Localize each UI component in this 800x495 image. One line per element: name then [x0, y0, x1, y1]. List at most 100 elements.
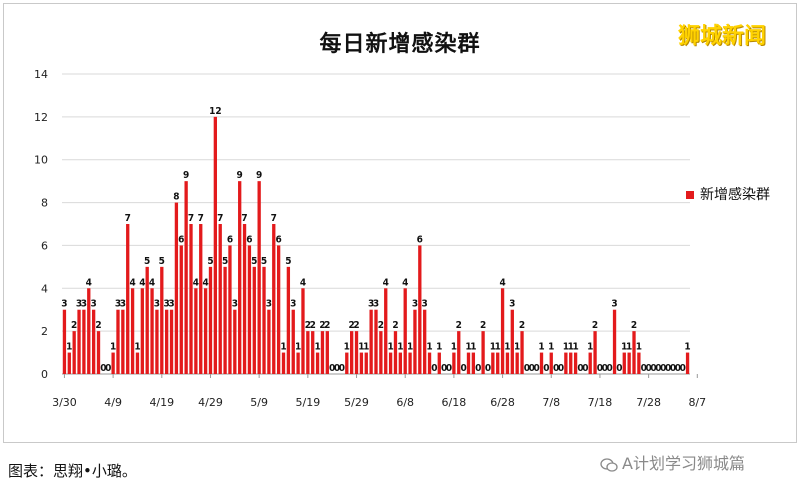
bar: [218, 224, 222, 374]
bar: [384, 288, 388, 374]
x-tick-label: 7/28: [636, 396, 661, 409]
x-tick-label: 7/18: [588, 396, 613, 409]
bar: [510, 309, 514, 374]
bar: [67, 352, 71, 374]
data-label: 2: [378, 320, 384, 331]
data-label: 0: [616, 363, 622, 374]
bar: [77, 309, 81, 374]
bar: [612, 309, 617, 374]
data-label: 3: [422, 299, 428, 310]
bar: [213, 116, 218, 374]
bar: [140, 288, 144, 374]
data-label: 1: [407, 342, 413, 353]
bar: [457, 331, 461, 374]
bar: [257, 181, 261, 374]
bar: [588, 352, 592, 374]
x-tick-label: 6/28: [490, 396, 515, 409]
bar: [685, 352, 690, 374]
y-tick-label: 2: [41, 325, 48, 338]
bar: [539, 352, 544, 374]
x-tick-label: 5/19: [295, 396, 320, 409]
bar: [208, 266, 213, 374]
y-tick-label: 8: [41, 197, 48, 210]
data-label: 2: [319, 320, 325, 331]
data-label: 0: [675, 363, 681, 374]
data-label: 1: [280, 342, 286, 353]
bar: [296, 352, 300, 374]
data-label: 1: [470, 342, 476, 353]
x-tick-label: 6/18: [442, 396, 467, 409]
bar: [627, 352, 631, 374]
data-label: 0: [650, 363, 656, 374]
bar: [364, 352, 368, 374]
x-tick-label: 4/9: [104, 396, 122, 409]
bar: [82, 309, 86, 374]
data-label: 0: [485, 363, 491, 374]
bar: [354, 331, 359, 374]
data-label: 1: [504, 342, 510, 353]
data-label: 3: [290, 299, 296, 310]
data-label: 0: [334, 363, 340, 374]
data-label: 1: [451, 342, 457, 353]
bar: [87, 288, 91, 374]
data-label: 2: [631, 320, 637, 331]
data-label: 1: [495, 342, 501, 353]
y-tick-label: 12: [34, 111, 48, 124]
data-label: 1: [548, 342, 554, 353]
data-label: 3: [81, 299, 87, 310]
data-label: 0: [431, 363, 437, 374]
bar: [622, 352, 626, 374]
data-label: 1: [66, 342, 72, 353]
data-label: 6: [417, 234, 423, 245]
bar: [408, 352, 412, 374]
data-label: 0: [645, 363, 651, 374]
bar: [437, 352, 441, 374]
bar: [505, 352, 510, 374]
bar: [91, 309, 96, 374]
bar: [111, 352, 115, 374]
data-label: 12: [209, 106, 222, 117]
y-tick-label: 10: [34, 154, 48, 167]
data-label: 0: [329, 363, 335, 374]
bar: [515, 352, 519, 374]
bar: [155, 309, 159, 374]
data-label: 0: [553, 363, 559, 374]
x-tick-label: 5/29: [344, 396, 369, 409]
bar: [500, 288, 505, 374]
data-label: 0: [582, 363, 588, 374]
bar: [242, 224, 247, 374]
data-label: 1: [563, 342, 569, 353]
bar: [203, 288, 208, 374]
bar: [286, 266, 291, 374]
data-label: 2: [305, 320, 311, 331]
data-label: 2: [519, 320, 525, 331]
data-label: 0: [529, 363, 535, 374]
data-label: 3: [232, 299, 238, 310]
data-label: 1: [387, 342, 393, 353]
data-label: 3: [611, 299, 617, 310]
bar: [238, 181, 242, 374]
data-label: 5: [144, 256, 150, 267]
bar: [491, 352, 495, 374]
data-label: 2: [392, 320, 398, 331]
data-label: 9: [183, 170, 189, 181]
data-label: 1: [134, 342, 140, 353]
data-label: 5: [159, 256, 165, 267]
data-label: 6: [178, 234, 184, 245]
y-tick-label: 4: [41, 282, 48, 295]
data-label: 3: [164, 299, 170, 310]
bar: [116, 309, 120, 374]
data-label: 3: [373, 299, 379, 310]
data-label: 5: [207, 256, 213, 267]
data-label: 0: [597, 363, 603, 374]
data-label: 1: [397, 342, 403, 353]
data-label: 7: [198, 213, 204, 224]
data-label: 1: [344, 342, 350, 353]
bar: [398, 352, 402, 374]
legend-label: 新增感染群: [700, 187, 770, 203]
data-label: 1: [295, 342, 301, 353]
bar: [466, 352, 471, 374]
bar: [374, 309, 378, 374]
data-label: 2: [95, 320, 101, 331]
data-label: 4: [300, 277, 306, 288]
